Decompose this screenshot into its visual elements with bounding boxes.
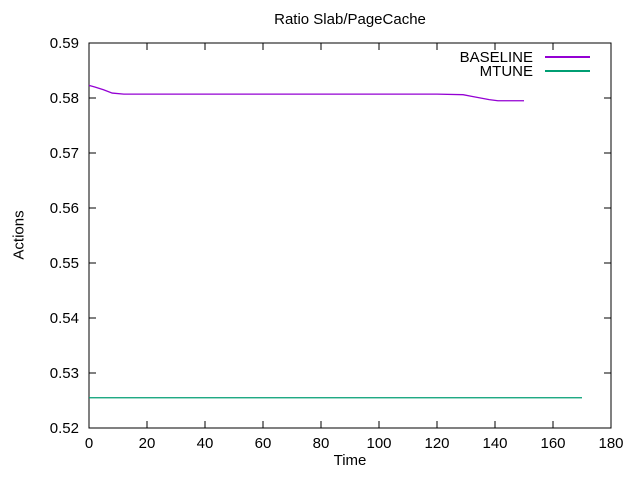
y-tick-label: 0.55 <box>50 255 79 272</box>
x-tick-label: 100 <box>366 435 391 452</box>
y-axis-label: Actions <box>10 210 28 260</box>
x-tick-label: 80 <box>313 435 330 452</box>
y-tick-label: 0.54 <box>50 310 79 327</box>
y-tick-label: 0.59 <box>50 35 79 52</box>
x-tick-label: 140 <box>482 435 507 452</box>
y-tick-label: 0.58 <box>50 90 79 107</box>
legend-item-mtune: MTUNE <box>460 62 590 80</box>
legend-label-baseline: BASELINE <box>459 48 533 66</box>
legend-line-sample-mtune <box>545 70 590 72</box>
series-line-baseline <box>88 84 524 102</box>
legend-item-baseline: BASELINE <box>459 48 590 66</box>
legend-label-mtune: MTUNE <box>479 62 533 80</box>
x-tick-label: 180 <box>598 435 623 452</box>
y-tick-label: 0.52 <box>50 420 79 437</box>
x-tick-label: 40 <box>197 435 214 452</box>
x-tick-label: 0 <box>85 435 93 452</box>
legend-line-sample-baseline <box>545 56 590 58</box>
x-tick-label: 120 <box>424 435 449 452</box>
y-tick-label: 0.56 <box>50 200 79 217</box>
x-axis-label: Time <box>333 452 367 469</box>
y-tick-label: 0.53 <box>50 365 79 382</box>
y-tick-label: 0.57 <box>50 145 79 162</box>
x-tick-label: 60 <box>255 435 272 452</box>
x-tick-label: 20 <box>139 435 156 452</box>
chart-title: Ratio Slab/PageCache <box>274 11 426 28</box>
x-tick-label: 160 <box>540 435 565 452</box>
plot-border <box>88 42 612 429</box>
legend: BASELINE MTUNE <box>459 48 590 80</box>
